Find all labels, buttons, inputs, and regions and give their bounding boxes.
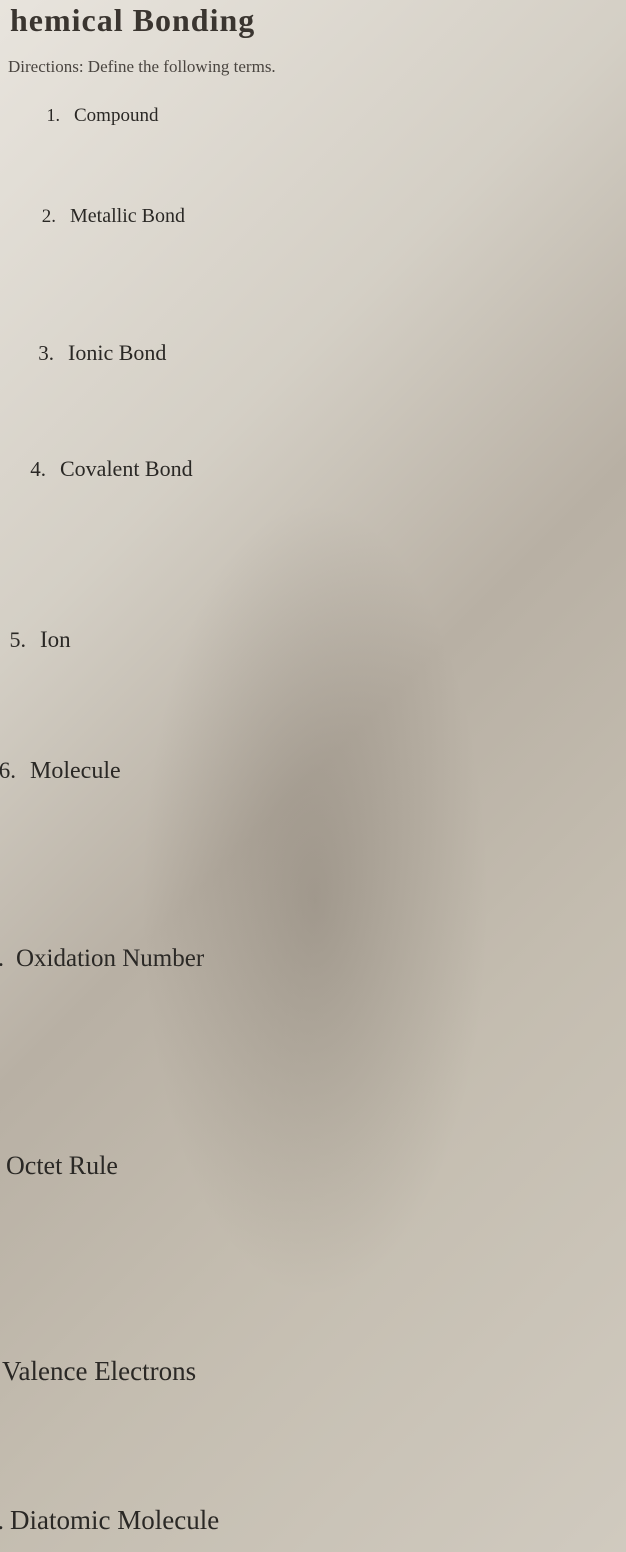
item-term: Octet Rule	[6, 1151, 118, 1181]
item-term: Oxidation Number	[16, 945, 204, 973]
item-term: Covalent Bond	[60, 456, 193, 482]
item-term: Metallic Bond	[70, 205, 185, 228]
item-number: 6.	[0, 758, 30, 784]
item-term: Ionic Bond	[68, 340, 166, 366]
item-term: Valence Electrons	[2, 1356, 196, 1387]
item-number: 1.	[36, 105, 74, 126]
item-number: 5.	[2, 627, 40, 653]
term-item: 0. Diatomic Molecule	[0, 1505, 626, 1536]
item-number: 7.	[0, 946, 16, 973]
page-title: hemical Bonding	[0, 0, 626, 39]
item-number: 2.	[32, 206, 70, 228]
worksheet-page: hemical Bonding Directions: Define the f…	[0, 0, 626, 1536]
term-item: 3. Ionic Bond	[0, 340, 626, 366]
term-item: 4. Covalent Bond	[0, 456, 626, 482]
term-item: 7. Oxidation Number	[0, 945, 626, 973]
item-number: 4.	[22, 457, 60, 482]
term-item: 8. Octet Rule	[0, 1151, 626, 1181]
item-term: Ion	[40, 627, 71, 653]
term-item: 5. Ion	[0, 627, 626, 653]
directions-text: Directions: Define the following terms.	[0, 39, 626, 77]
item-number: 0.	[0, 1506, 10, 1536]
terms-list: 1. Compound 2. Metallic Bond 3. Ionic Bo…	[0, 77, 626, 1536]
item-term: Diatomic Molecule	[10, 1505, 219, 1536]
term-item: 6. Molecule	[0, 758, 626, 785]
term-item: 2. Metallic Bond	[0, 205, 626, 228]
item-term: Compound	[74, 105, 158, 127]
item-number: 3.	[30, 341, 68, 366]
term-item: 9. Valence Electrons	[0, 1356, 626, 1387]
term-item: 1. Compound	[0, 105, 626, 127]
item-term: Molecule	[30, 758, 121, 785]
